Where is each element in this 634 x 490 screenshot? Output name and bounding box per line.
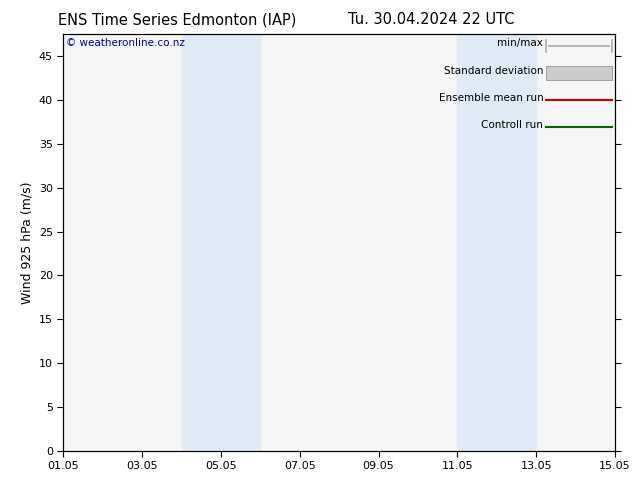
- FancyBboxPatch shape: [546, 66, 612, 80]
- Bar: [181, 34, 261, 451]
- Y-axis label: Wind 925 hPa (m/s): Wind 925 hPa (m/s): [20, 181, 34, 304]
- Text: ENS Time Series Edmonton (IAP): ENS Time Series Edmonton (IAP): [58, 12, 297, 27]
- Text: Standard deviation: Standard deviation: [444, 66, 543, 75]
- Text: © weatheronline.co.nz: © weatheronline.co.nz: [66, 38, 185, 49]
- Text: Controll run: Controll run: [481, 120, 543, 130]
- Text: Ensemble mean run: Ensemble mean run: [439, 93, 543, 102]
- Text: min/max: min/max: [498, 38, 543, 49]
- Bar: [457, 34, 536, 451]
- Text: Tu. 30.04.2024 22 UTC: Tu. 30.04.2024 22 UTC: [348, 12, 514, 27]
